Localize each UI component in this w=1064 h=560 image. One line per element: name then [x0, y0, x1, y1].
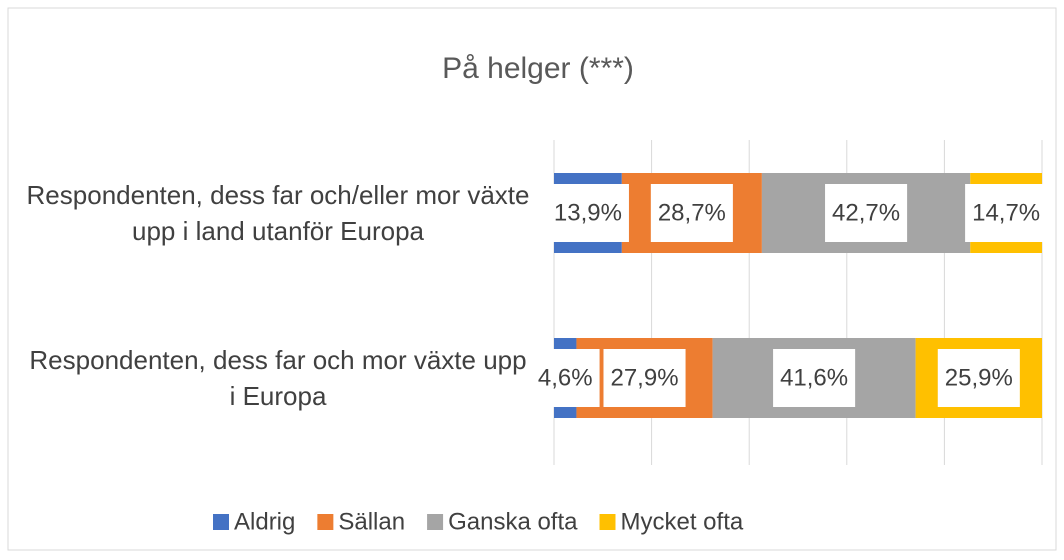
- legend-swatch: [213, 514, 229, 530]
- data-label-box: [965, 184, 1048, 242]
- data-label: 41,6%: [780, 364, 848, 391]
- chart-frame: [7, 7, 1057, 551]
- legend-label: Sällan: [338, 508, 405, 535]
- data-label-box: [937, 349, 1020, 407]
- category-label: Respondenten, dess far och/eller mor väx…: [26, 180, 530, 246]
- data-label: 28,7%: [658, 199, 726, 226]
- legend-swatch: [317, 514, 334, 530]
- data-label-box: [546, 184, 629, 242]
- data-label: 4,6%: [538, 364, 593, 391]
- data-label-box: [773, 349, 856, 407]
- legend-swatch: [599, 514, 616, 530]
- data-label-box: [825, 184, 908, 242]
- data-label: 27,9%: [610, 364, 678, 391]
- legend-label: Ganska ofta: [448, 508, 578, 535]
- data-label: 42,7%: [832, 199, 900, 226]
- chart-title: På helger (***): [442, 52, 634, 85]
- data-label-box: [650, 184, 733, 242]
- legend-label: Mycket ofta: [621, 508, 744, 535]
- data-label: 13,9%: [554, 199, 622, 226]
- data-label-box: [530, 349, 600, 407]
- data-label: 25,9%: [945, 364, 1013, 391]
- legend-label: Aldrig: [234, 508, 295, 535]
- category-label: Respondenten, dess far och mor växte upp…: [29, 345, 527, 411]
- data-label-box: [603, 349, 686, 407]
- legend-swatch: [427, 514, 444, 530]
- data-label: 14,7%: [972, 199, 1040, 226]
